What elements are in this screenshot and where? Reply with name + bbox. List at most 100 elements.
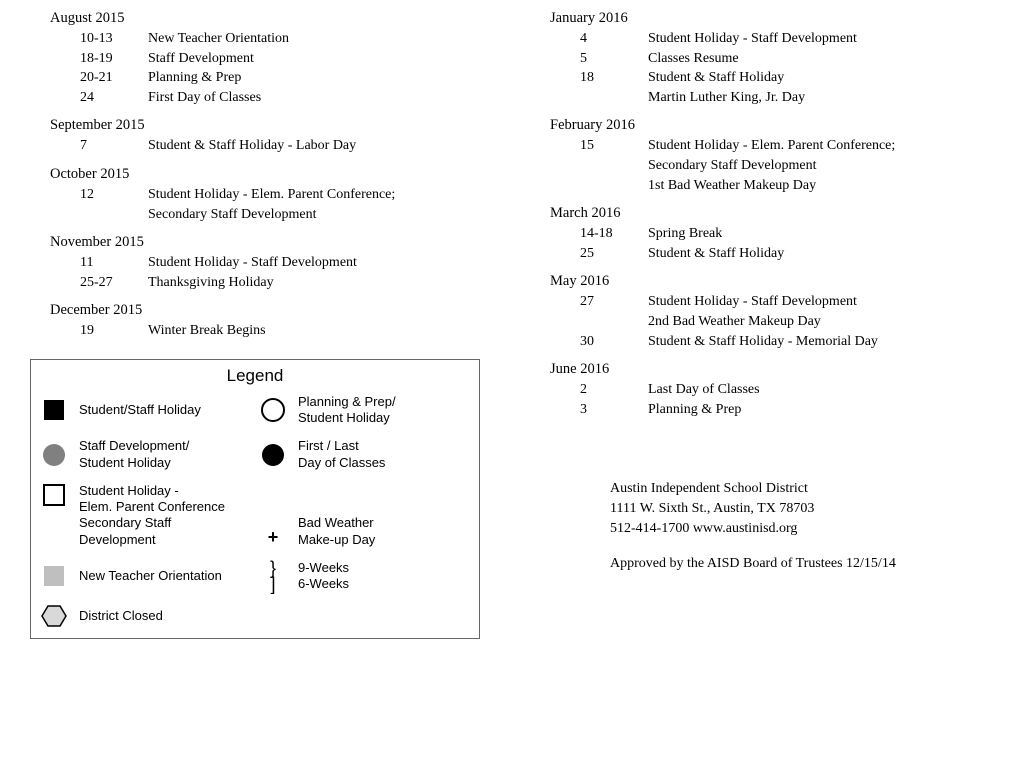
event-row: 18Student & Staff HolidayMartin Luther K… bbox=[550, 68, 1006, 107]
legend-title: Legend bbox=[41, 366, 469, 386]
legend-item: +Bad WeatherMake-up Day bbox=[260, 483, 469, 548]
event-desc: First Day of Classes bbox=[148, 88, 500, 108]
month-header: September 2015 bbox=[50, 117, 500, 134]
event-date: 25 bbox=[580, 244, 648, 264]
legend-text: Planning & Prep/Student Holiday bbox=[298, 394, 469, 427]
month-block: November 2015 11Student Holiday - Staff D… bbox=[50, 234, 500, 292]
event-row: 18-19Staff Development bbox=[50, 49, 500, 69]
right-column: January 20164Student Holiday - Staff Dev… bbox=[550, 10, 1006, 751]
event-desc: Planning & Prep bbox=[648, 400, 1006, 420]
legend-item: Student Holiday -Elem. Parent Conference… bbox=[41, 483, 250, 548]
event-date: 4 bbox=[580, 29, 648, 49]
month-header: February 2016 bbox=[550, 117, 1006, 134]
legend-item: Planning & Prep/Student Holiday bbox=[260, 394, 469, 427]
event-row: 14-18Spring Break bbox=[550, 224, 1006, 244]
month-block: October 2015 12Student Holiday - Elem. Pa… bbox=[50, 166, 500, 224]
month-block: January 20164Student Holiday - Staff Dev… bbox=[550, 10, 1006, 107]
legend-text: 9-Weeks6-Weeks bbox=[298, 560, 469, 593]
event-date: 20-21 bbox=[80, 68, 148, 88]
event-row: 3Planning & Prep bbox=[550, 400, 1006, 420]
event-desc-line: Secondary Staff Development bbox=[148, 205, 500, 225]
event-desc: Student Holiday - Elem. Parent Conferenc… bbox=[648, 136, 1006, 195]
month-block: May 2016 27Student Holiday - Staff Develo… bbox=[550, 273, 1006, 351]
black-square-icon bbox=[41, 399, 67, 421]
legend-text: Student Holiday -Elem. Parent Conference… bbox=[79, 483, 250, 548]
event-row: 4Student Holiday - Staff Development bbox=[550, 29, 1006, 49]
event-row: 25Student & Staff Holiday bbox=[550, 244, 1006, 264]
event-date: 30 bbox=[580, 332, 648, 352]
legend-item: Staff Development/Student Holiday bbox=[41, 438, 250, 471]
month-header: March 2016 bbox=[550, 205, 1006, 222]
event-desc: Winter Break Begins bbox=[148, 321, 500, 341]
event-row: 5Classes Resume bbox=[550, 49, 1006, 69]
footer-contact: 512-414-1700 www.austinisd.org bbox=[610, 519, 1006, 539]
event-date: 11 bbox=[80, 253, 148, 273]
legend-text: District Closed bbox=[79, 608, 250, 624]
legend-item: District Closed bbox=[41, 604, 250, 628]
event-desc: Student & Staff Holiday - Memorial Day bbox=[648, 332, 1006, 352]
event-date: 25-27 bbox=[80, 273, 148, 293]
footer-address: 1111 W. Sixth St., Austin, TX 78703 bbox=[610, 499, 1006, 519]
event-date: 19 bbox=[80, 321, 148, 341]
month-header: November 2015 bbox=[50, 234, 500, 251]
event-date: 18 bbox=[580, 68, 648, 107]
event-desc-line: Staff Development bbox=[148, 49, 500, 69]
event-desc: Student Holiday - Staff Development2nd B… bbox=[648, 292, 1006, 331]
legend-item: New Teacher Orientation bbox=[41, 560, 250, 593]
right-months-container: January 20164Student Holiday - Staff Dev… bbox=[550, 10, 1006, 419]
black-circle-icon bbox=[260, 443, 286, 467]
event-desc-line: Student Holiday - Staff Development bbox=[148, 253, 500, 273]
legend-item: First / LastDay of Classes bbox=[260, 438, 469, 471]
event-desc: Student & Staff Holiday bbox=[648, 244, 1006, 264]
left-months-container: August 201510-13New Teacher Orientation1… bbox=[50, 10, 500, 341]
left-column: August 201510-13New Teacher Orientation1… bbox=[50, 10, 500, 751]
event-desc: Staff Development bbox=[148, 49, 500, 69]
event-desc-line: Last Day of Classes bbox=[648, 380, 1006, 400]
event-desc: Classes Resume bbox=[648, 49, 1006, 69]
month-header: May 2016 bbox=[550, 273, 1006, 290]
event-date: 7 bbox=[80, 136, 148, 156]
event-desc: Student & Staff HolidayMartin Luther Kin… bbox=[648, 68, 1006, 107]
event-desc: Thanksgiving Holiday bbox=[148, 273, 500, 293]
event-desc-line: Winter Break Begins bbox=[148, 321, 500, 341]
event-desc-line: Student Holiday - Staff Development bbox=[648, 292, 1006, 312]
event-row: 12Student Holiday - Elem. Parent Confere… bbox=[50, 185, 500, 224]
event-date: 10-13 bbox=[80, 29, 148, 49]
hexagon-icon bbox=[41, 604, 67, 628]
event-row: 25-27Thanksgiving Holiday bbox=[50, 273, 500, 293]
gray-circle-icon bbox=[41, 443, 67, 467]
legend-item: Student/Staff Holiday bbox=[41, 394, 250, 427]
circle-outline-icon bbox=[260, 397, 286, 423]
event-row: 20-21Planning & Prep bbox=[50, 68, 500, 88]
event-date: 3 bbox=[580, 400, 648, 420]
legend-text: New Teacher Orientation bbox=[79, 568, 250, 584]
event-row: 2Last Day of Classes bbox=[550, 380, 1006, 400]
event-row: 19Winter Break Begins bbox=[50, 321, 500, 341]
event-row: 27Student Holiday - Staff Development2nd… bbox=[550, 292, 1006, 331]
month-block: December 2015 19Winter Break Begins bbox=[50, 302, 500, 341]
event-desc: Planning & Prep bbox=[148, 68, 500, 88]
event-desc-line: Student Holiday - Elem. Parent Conferenc… bbox=[148, 185, 500, 205]
braces-icon: }] bbox=[260, 560, 286, 592]
event-row: 15Student Holiday - Elem. Parent Confere… bbox=[550, 136, 1006, 195]
event-desc-line: Student & Staff Holiday bbox=[648, 68, 1006, 88]
event-desc: Student Holiday - Staff Development bbox=[148, 253, 500, 273]
square-outline-icon bbox=[41, 483, 67, 507]
event-desc: New Teacher Orientation bbox=[148, 29, 500, 49]
footer: Austin Independent School District 1111 … bbox=[610, 479, 1006, 573]
event-desc: Spring Break bbox=[648, 224, 1006, 244]
event-date: 2 bbox=[580, 380, 648, 400]
event-date: 15 bbox=[580, 136, 648, 195]
footer-approved: Approved by the AISD Board of Trustees 1… bbox=[610, 554, 1006, 574]
event-desc-line: Student & Staff Holiday bbox=[648, 244, 1006, 264]
event-desc-line: First Day of Classes bbox=[148, 88, 500, 108]
event-row: 10-13New Teacher Orientation bbox=[50, 29, 500, 49]
event-date: 12 bbox=[80, 185, 148, 224]
month-header: October 2015 bbox=[50, 166, 500, 183]
month-block: August 201510-13New Teacher Orientation1… bbox=[50, 10, 500, 107]
event-desc-line: Classes Resume bbox=[648, 49, 1006, 69]
month-block: June 20162Last Day of Classes3Planning &… bbox=[550, 361, 1006, 419]
month-header: December 2015 bbox=[50, 302, 500, 319]
event-desc-line: Spring Break bbox=[648, 224, 1006, 244]
month-block: March 2016 14-18Spring Break25Student & S… bbox=[550, 205, 1006, 263]
